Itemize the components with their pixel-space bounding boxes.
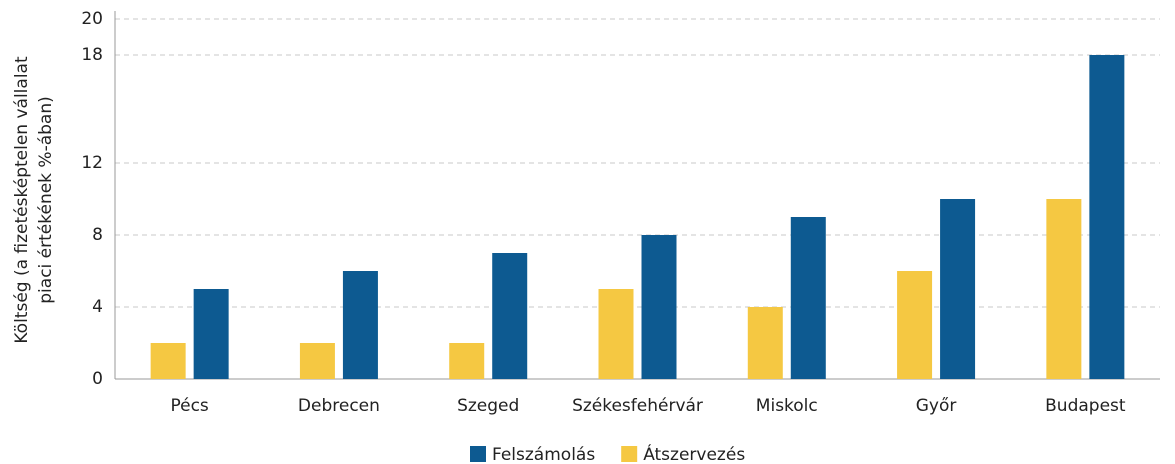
bar <box>790 217 826 379</box>
legend-swatch <box>621 446 638 462</box>
y-tick-label: 12 <box>81 153 103 173</box>
bar <box>299 343 335 379</box>
bar <box>193 289 229 379</box>
x-tick-label: Pécs <box>170 396 208 416</box>
bar <box>1089 55 1125 379</box>
bar <box>449 343 485 379</box>
bar <box>598 289 634 379</box>
x-tick-label: Szeged <box>457 396 519 416</box>
legend-swatch <box>470 446 486 462</box>
y-tick-label: 8 <box>92 225 103 245</box>
x-tick-label: Miskolc <box>756 396 818 416</box>
legend-label: Átszervezés <box>643 443 745 464</box>
bar <box>641 235 677 379</box>
bar <box>342 271 378 379</box>
y-tick-label: 0 <box>92 369 103 389</box>
bar <box>1046 199 1082 379</box>
bar <box>150 343 186 379</box>
x-tick-label: Győr <box>916 396 957 416</box>
bar <box>747 307 783 379</box>
bar <box>897 271 933 379</box>
y-tick-label: 4 <box>92 297 103 317</box>
x-tick-label: Székesfehérvár <box>572 396 703 416</box>
x-tick-label: Debrecen <box>298 396 380 416</box>
legend-label: Felszámolás <box>492 445 595 464</box>
y-tick-label: 20 <box>81 9 103 29</box>
y-axis-title: Költség (a fizetésképtelen vállalat <box>12 56 32 344</box>
y-axis-title: piaci értékének %-ában) <box>36 96 56 303</box>
y-tick-label: 18 <box>81 45 103 65</box>
x-tick-label: Budapest <box>1045 396 1126 416</box>
bar <box>940 199 976 379</box>
bar <box>492 253 528 379</box>
